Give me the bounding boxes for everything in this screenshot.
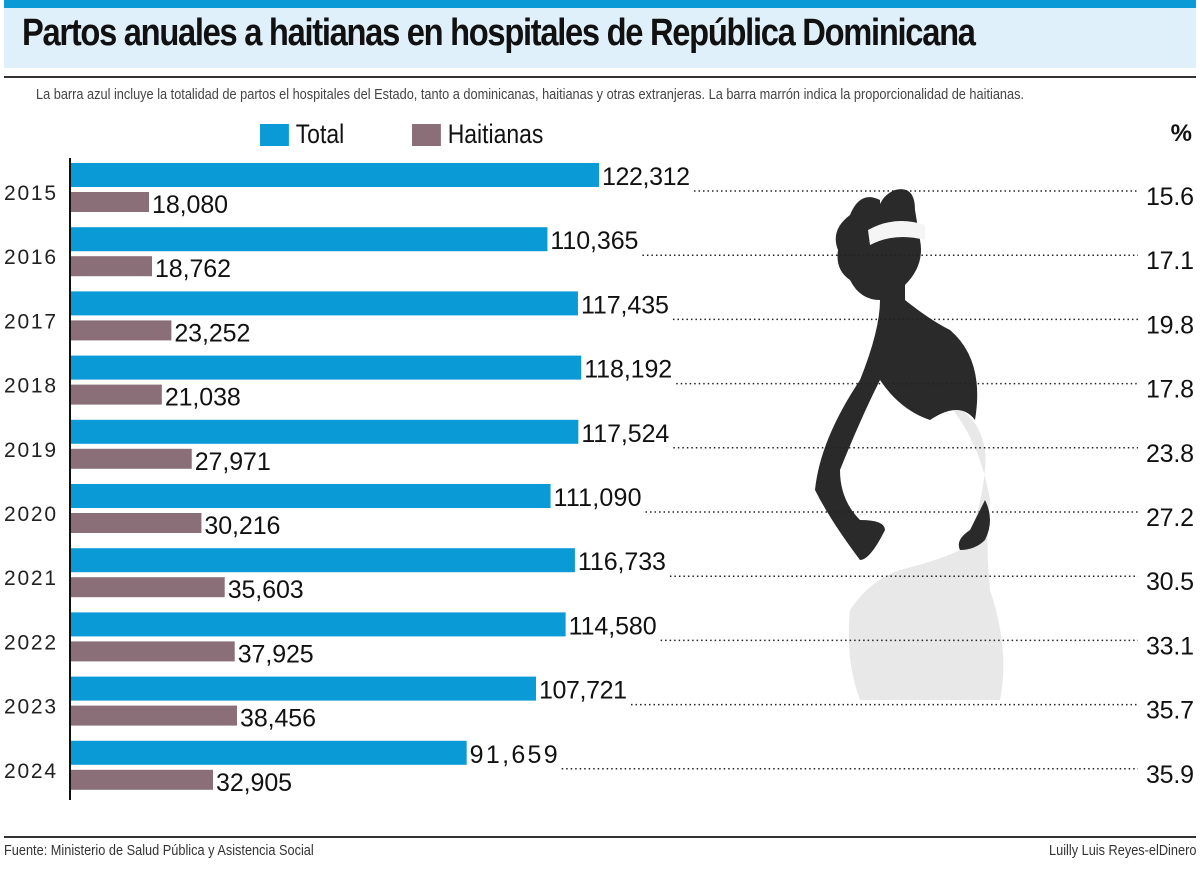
legend-label-total: Total <box>295 119 345 149</box>
percent-label: 27.2 <box>1146 504 1194 532</box>
label-haitianas: 32,905 <box>216 769 292 797</box>
percent-header: % <box>1170 120 1192 147</box>
bar-haitianas <box>71 192 150 212</box>
year-tick-label: 2020 <box>4 503 56 526</box>
percent-label: 33.1 <box>1146 632 1194 660</box>
label-total: 110,365 <box>550 227 638 255</box>
percent-label: 30.5 <box>1146 568 1194 596</box>
label-total: 91,659 <box>470 741 558 769</box>
bar-total <box>71 548 575 573</box>
label-total: 107,721 <box>539 677 627 705</box>
year-tick-label: 2024 <box>4 760 56 783</box>
bar-total <box>71 484 551 508</box>
year-tick-label: 2019 <box>4 439 56 462</box>
label-total: 117,524 <box>581 420 669 448</box>
label-total: 116,733 <box>578 548 666 576</box>
title-band <box>4 8 1196 68</box>
percent-label: 15.6 <box>1146 183 1194 211</box>
label-haitianas: 35,603 <box>228 576 304 604</box>
percent-label: 35.7 <box>1146 697 1194 725</box>
bar-haitianas <box>71 320 172 341</box>
label-haitianas: 37,925 <box>238 640 314 668</box>
bar-haitianas <box>71 641 235 662</box>
percent-label: 17.1 <box>1146 247 1194 275</box>
bar-total <box>71 355 582 380</box>
year-tick-label: 2021 <box>4 567 56 590</box>
legend-label-haitianas: Haitianas <box>447 119 544 149</box>
bar-haitianas <box>71 448 192 469</box>
top-strip <box>4 0 1196 8</box>
year-tick-label: 2015 <box>4 182 56 205</box>
label-haitianas: 18,080 <box>152 191 228 219</box>
label-haitianas: 18,762 <box>155 255 231 283</box>
year-tick-label: 2017 <box>4 310 56 333</box>
label-haitianas: 23,252 <box>174 319 250 347</box>
title-rule <box>4 76 1196 78</box>
label-total: 122,312 <box>602 163 690 191</box>
legend-haitianas: Haitianas <box>412 119 543 150</box>
chart-title: Partos anuales a haitianas en hospitales… <box>22 12 976 54</box>
year-tick-label: 2018 <box>4 375 56 398</box>
woman-silhouette-illustration <box>815 189 1004 700</box>
label-haitianas: 21,038 <box>165 384 241 412</box>
bar-haitianas <box>71 577 225 598</box>
bar-total <box>71 419 579 444</box>
bar-total <box>71 227 548 252</box>
bar-haitianas <box>71 384 162 405</box>
legend-swatch-total <box>260 123 289 146</box>
label-total: 118,192 <box>584 356 672 384</box>
year-tick-label: 2022 <box>4 631 56 654</box>
bar-total <box>71 740 467 765</box>
percent-label: 17.8 <box>1146 376 1194 404</box>
bar-haitianas <box>71 705 238 726</box>
label-haitianas: 30,216 <box>204 512 280 540</box>
bar-total <box>71 676 537 701</box>
year-tick-label: 2016 <box>4 246 56 269</box>
legend-swatch-haitianas <box>412 123 441 146</box>
bar-haitianas <box>71 513 202 533</box>
bar-haitianas <box>71 769 214 790</box>
legend-total: Total <box>260 119 344 150</box>
bar-total <box>71 163 599 187</box>
chart-subtitle: La barra azul incluye la totalidad de pa… <box>36 86 1025 103</box>
label-total: 114,580 <box>569 612 657 640</box>
label-haitianas: 27,971 <box>195 448 271 476</box>
percent-label: 23.8 <box>1146 440 1194 468</box>
label-total: 117,435 <box>581 291 669 319</box>
percent-label: 35.9 <box>1146 761 1194 789</box>
source-note: Fuente: Ministerio de Salud Pública y As… <box>4 842 314 859</box>
label-haitianas: 38,456 <box>240 705 316 733</box>
percent-label: 19.8 <box>1146 311 1194 339</box>
year-tick-label: 2023 <box>4 696 56 719</box>
label-total: 111,090 <box>554 484 642 512</box>
credit-note: Luilly Luis Reyes-elDinero <box>1048 842 1196 859</box>
bar-haitianas <box>71 256 152 277</box>
bar-total <box>71 612 566 637</box>
footer-rule <box>4 836 1196 838</box>
bar-total <box>71 291 578 316</box>
